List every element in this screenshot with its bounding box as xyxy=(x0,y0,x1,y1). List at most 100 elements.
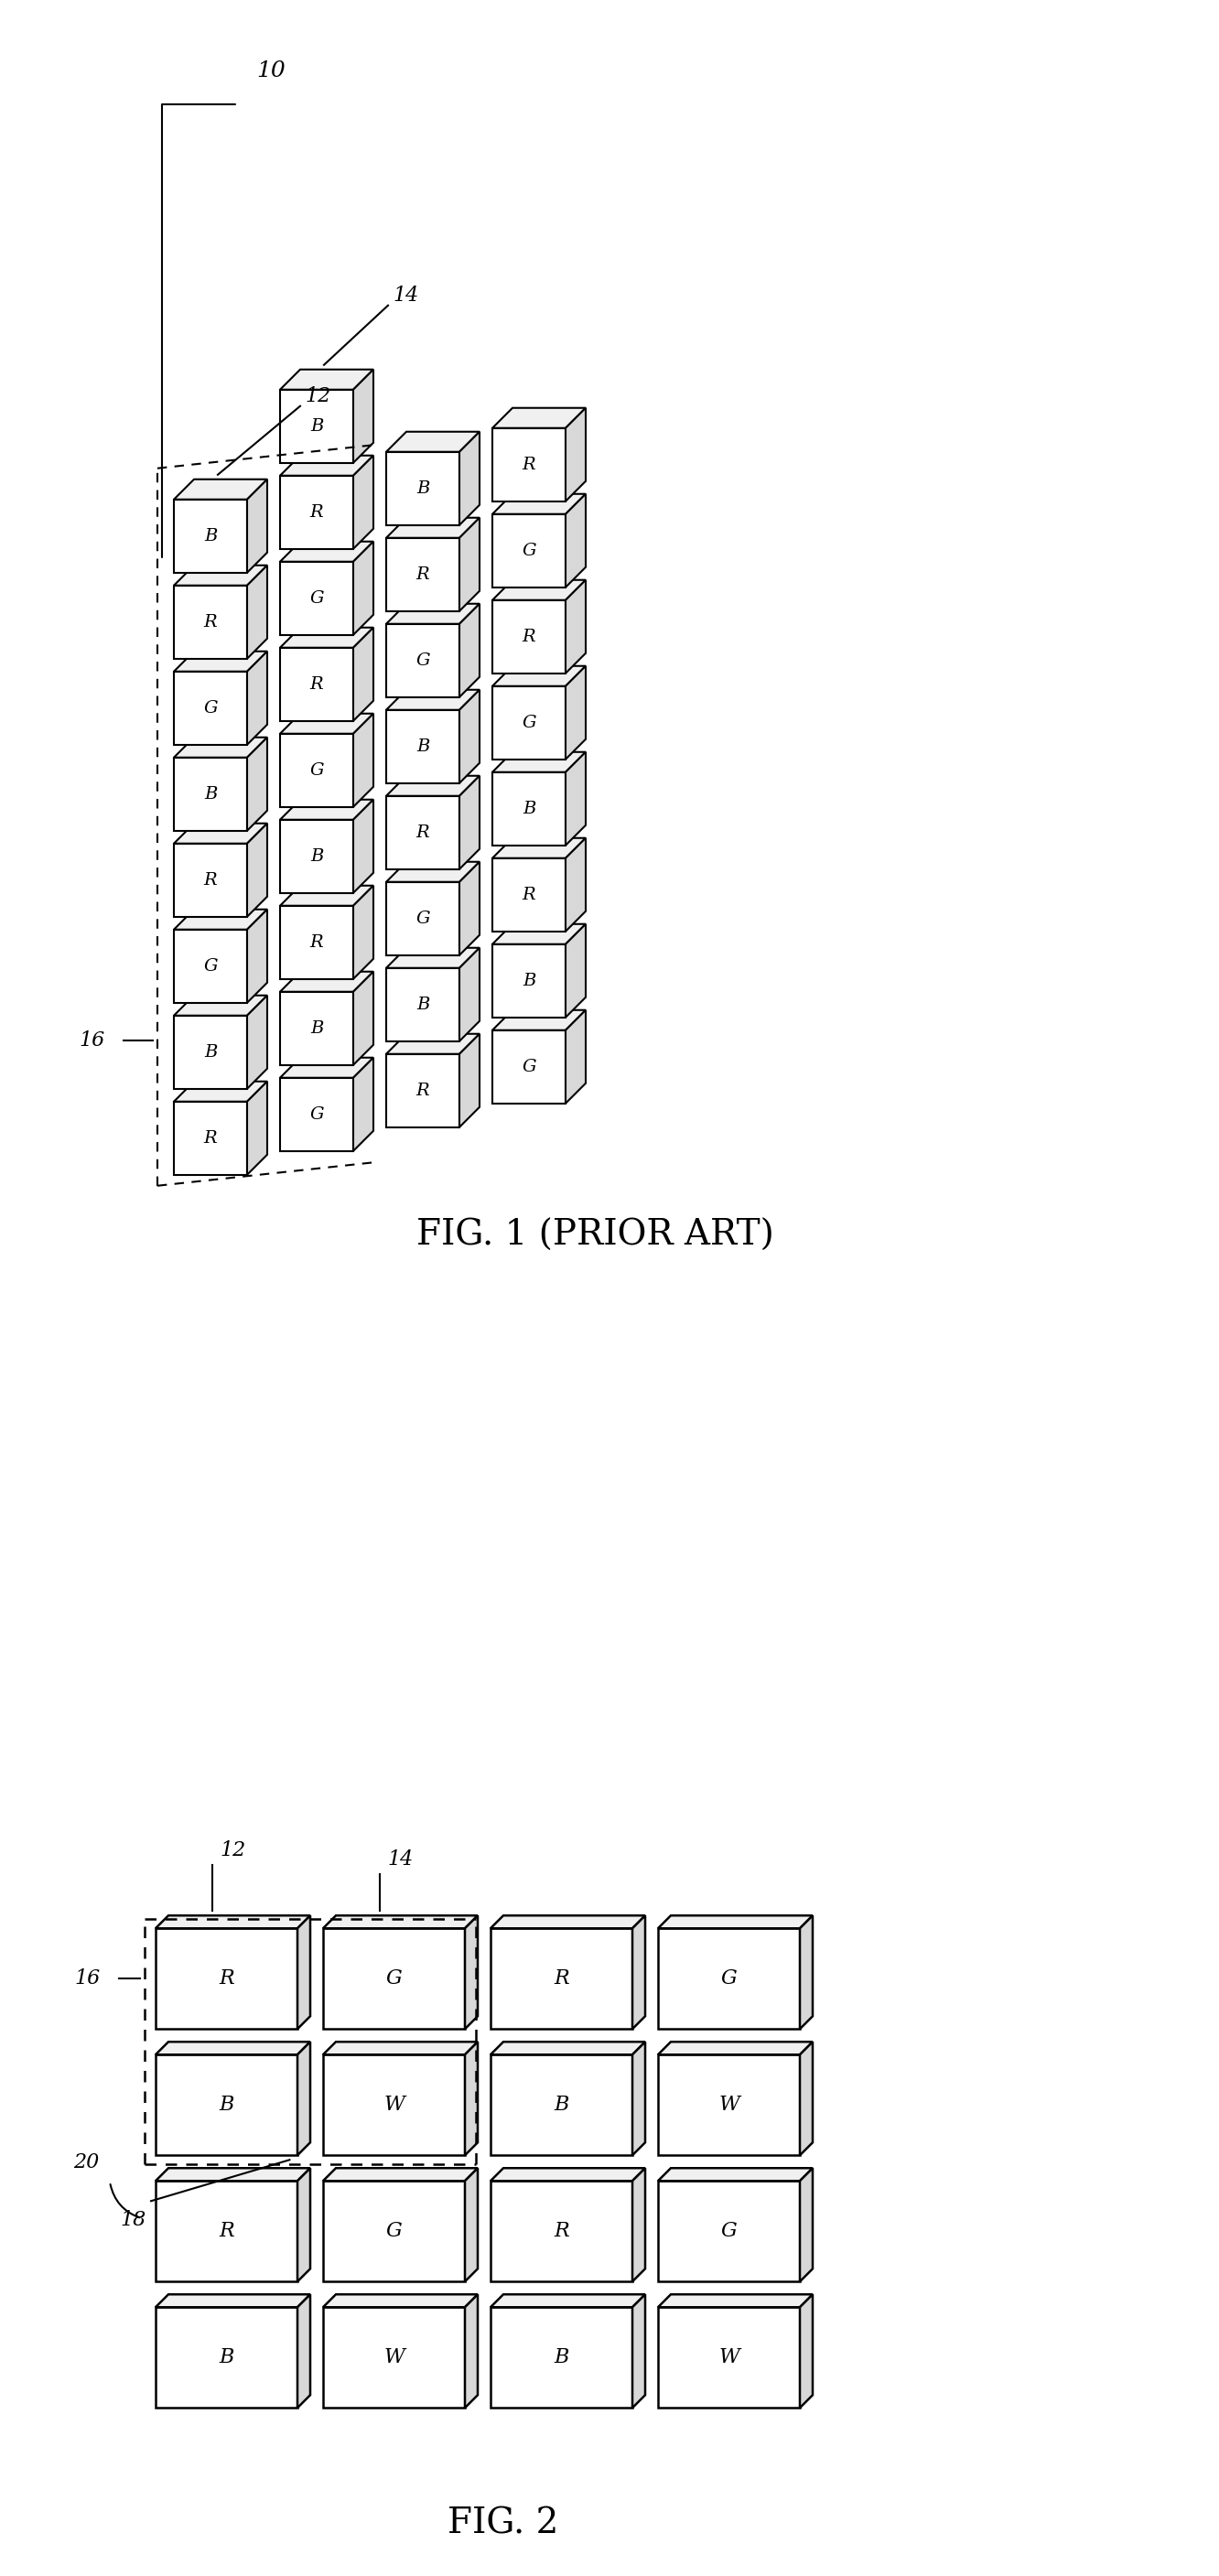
Polygon shape xyxy=(280,907,354,979)
Polygon shape xyxy=(156,2169,311,2182)
Polygon shape xyxy=(464,2043,478,2156)
Polygon shape xyxy=(658,1929,800,2030)
Polygon shape xyxy=(156,2043,311,2056)
Polygon shape xyxy=(174,500,247,572)
Text: G: G xyxy=(310,1105,324,1123)
Text: G: G xyxy=(310,590,324,605)
Polygon shape xyxy=(280,799,373,819)
Polygon shape xyxy=(280,389,354,464)
Text: 12: 12 xyxy=(305,386,330,407)
Polygon shape xyxy=(174,842,247,917)
Text: B: B xyxy=(523,974,535,989)
Polygon shape xyxy=(174,672,247,744)
Polygon shape xyxy=(174,1103,247,1175)
Text: 16: 16 xyxy=(79,1030,105,1051)
Text: R: R xyxy=(522,886,535,904)
Polygon shape xyxy=(354,971,373,1064)
Polygon shape xyxy=(174,737,267,757)
Polygon shape xyxy=(464,2295,478,2409)
Polygon shape xyxy=(174,564,267,585)
Text: FIG. 2: FIG. 2 xyxy=(447,2506,558,2540)
Polygon shape xyxy=(323,2043,478,2056)
Polygon shape xyxy=(174,824,267,842)
Polygon shape xyxy=(492,773,566,845)
Text: 16: 16 xyxy=(74,1968,101,1989)
Polygon shape xyxy=(492,1030,566,1103)
Polygon shape xyxy=(174,930,247,1002)
Polygon shape xyxy=(460,433,479,526)
Polygon shape xyxy=(460,1033,479,1128)
Polygon shape xyxy=(658,2295,813,2308)
Text: B: B xyxy=(553,2347,569,2367)
Text: B: B xyxy=(310,417,323,435)
Polygon shape xyxy=(492,428,566,502)
Text: R: R xyxy=(553,2221,569,2241)
Polygon shape xyxy=(156,2295,311,2308)
Text: G: G xyxy=(416,909,430,927)
Polygon shape xyxy=(492,837,585,858)
Polygon shape xyxy=(354,886,373,979)
Polygon shape xyxy=(490,2295,645,2308)
Text: G: G xyxy=(522,1059,536,1074)
Text: 18: 18 xyxy=(121,2210,146,2231)
Polygon shape xyxy=(658,2043,813,2056)
Polygon shape xyxy=(658,2056,800,2156)
Text: B: B xyxy=(416,739,429,755)
Polygon shape xyxy=(566,752,585,845)
Polygon shape xyxy=(490,1917,645,1929)
Text: B: B xyxy=(204,786,217,801)
Polygon shape xyxy=(633,2295,645,2409)
Polygon shape xyxy=(658,1917,813,1929)
Polygon shape xyxy=(633,1917,645,2030)
Polygon shape xyxy=(297,2295,311,2409)
Polygon shape xyxy=(658,2182,800,2282)
Polygon shape xyxy=(280,971,373,992)
Polygon shape xyxy=(800,2043,813,2156)
Polygon shape xyxy=(156,2182,297,2282)
Text: W: W xyxy=(384,2347,405,2367)
Polygon shape xyxy=(566,407,585,502)
Text: B: B xyxy=(523,801,535,817)
Text: G: G xyxy=(386,2221,402,2241)
Polygon shape xyxy=(658,2169,813,2182)
Polygon shape xyxy=(490,1929,633,2030)
Text: R: R xyxy=(310,675,323,693)
Polygon shape xyxy=(156,1917,311,1929)
Polygon shape xyxy=(386,775,479,796)
Polygon shape xyxy=(280,1059,373,1077)
Text: B: B xyxy=(310,1020,323,1036)
Polygon shape xyxy=(280,734,354,806)
Polygon shape xyxy=(323,1917,478,1929)
Polygon shape xyxy=(492,600,566,672)
Polygon shape xyxy=(354,1059,373,1151)
Polygon shape xyxy=(566,580,585,672)
Text: B: B xyxy=(219,2347,234,2367)
Polygon shape xyxy=(280,562,354,634)
Polygon shape xyxy=(280,456,373,477)
Polygon shape xyxy=(174,585,247,659)
Polygon shape xyxy=(490,2182,633,2282)
Polygon shape xyxy=(354,368,373,464)
Text: R: R xyxy=(204,613,217,631)
Polygon shape xyxy=(490,2043,645,2056)
Polygon shape xyxy=(280,368,373,389)
Text: W: W xyxy=(718,2347,740,2367)
Polygon shape xyxy=(492,925,585,945)
Polygon shape xyxy=(386,623,460,698)
Polygon shape xyxy=(354,456,373,549)
Text: R: R xyxy=(219,1968,234,1989)
Polygon shape xyxy=(800,2169,813,2282)
Polygon shape xyxy=(386,969,460,1041)
Polygon shape xyxy=(174,909,267,930)
Polygon shape xyxy=(800,2295,813,2409)
Polygon shape xyxy=(280,629,373,647)
Text: G: G xyxy=(720,1968,737,1989)
Polygon shape xyxy=(460,518,479,611)
Text: 20: 20 xyxy=(73,2154,99,2172)
Polygon shape xyxy=(386,433,479,451)
Polygon shape xyxy=(386,1054,460,1128)
Polygon shape xyxy=(566,495,585,587)
Polygon shape xyxy=(323,2056,464,2156)
Polygon shape xyxy=(386,711,460,783)
Polygon shape xyxy=(323,2169,478,2182)
